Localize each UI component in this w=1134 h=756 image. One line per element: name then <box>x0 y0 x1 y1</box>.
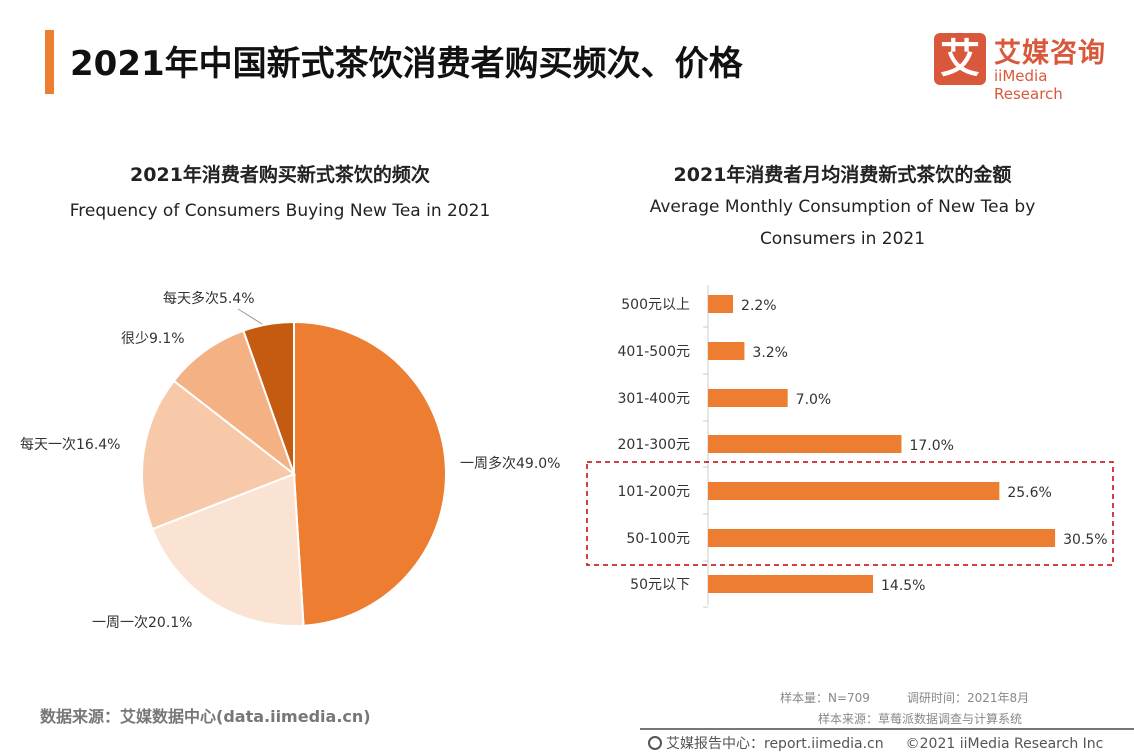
globe-icon <box>648 736 662 750</box>
data-source: 数据来源：艾媒数据中心(data.iimedia.cn) <box>40 707 371 726</box>
bar <box>708 435 902 453</box>
footer-bottom: 艾媒报告中心：report.iimedia.cn ©2021 iiMedia Re… <box>648 733 1103 753</box>
copyright: ©2021 iiMedia Research Inc <box>905 736 1104 752</box>
pie-label: 一周一次20.1% <box>92 615 192 631</box>
bar <box>708 575 874 593</box>
bar-value-label: 17.0% <box>909 438 953 454</box>
bar <box>708 529 1056 547</box>
pie-label: 每天一次16.4% <box>20 437 120 453</box>
pie-slice <box>293 320 447 627</box>
logo-cn: 艾媒咨询 <box>994 38 1106 69</box>
pie-slice <box>141 379 297 531</box>
bar-value-label: 7.0% <box>796 392 832 408</box>
pie-chart-titles: 2021年消费者购买新式茶饮的频次 Frequency of Consumers… <box>40 160 520 227</box>
bar-category-label: 401-500元 <box>618 344 691 360</box>
bar-value-label: 3.2% <box>752 345 788 361</box>
highlight-box <box>586 461 1114 566</box>
pie-subtitle: Frequency of Consumers Buying New Tea in… <box>69 201 491 221</box>
title-accent-bar <box>45 30 54 94</box>
bar-subtitle: Average Monthly Consumption of New Tea b… <box>649 197 1036 249</box>
logo-en: iiMedia Research <box>994 67 1063 103</box>
sample-source: 样本来源：草莓派数据调查与计算系统 <box>818 712 1023 726</box>
report-center-link[interactable]: 艾媒报告中心：report.iimedia.cn <box>666 736 884 752</box>
bar-title: 2021年消费者月均消费新式茶饮的金额 <box>673 164 1012 186</box>
pie-label: 每天多次5.4% <box>163 290 255 307</box>
bar-value-label: 25.6% <box>1007 485 1051 501</box>
pie-label: 很少9.1% <box>121 331 185 347</box>
pie-slice <box>242 320 295 475</box>
bar <box>708 389 788 407</box>
footer-divider <box>640 728 1134 730</box>
bar-category-label: 50-100元 <box>626 531 690 547</box>
page-title: 2021年中国新式茶饮消费者购买频次、价格 <box>70 44 743 84</box>
bar-category-label: 101-200元 <box>618 484 691 500</box>
pie-slice <box>151 472 305 627</box>
logo-mark: 艾 <box>934 33 986 85</box>
bar-chart-titles: 2021年消费者月均消费新式茶饮的金额 Average Monthly Cons… <box>620 160 1065 255</box>
pie-leader-line <box>237 308 263 325</box>
bar <box>708 482 1000 500</box>
sample-size: 样本量：N=709 <box>780 691 870 705</box>
pie-label: 一周多次49.0% <box>460 455 560 472</box>
bar-category-label: 301-400元 <box>618 391 691 407</box>
bar <box>708 295 734 313</box>
bar <box>708 342 745 360</box>
bar-category-label: 50元以下 <box>630 577 690 593</box>
bar-category-label: 201-300元 <box>618 437 691 453</box>
bar-value-label: 14.5% <box>881 578 925 594</box>
pie-slice <box>172 329 297 477</box>
bar-value-label: 2.2% <box>741 298 777 314</box>
bar-category-label: 500元以上 <box>621 297 690 313</box>
bar-value-label: 30.5% <box>1063 532 1107 548</box>
pie-title: 2021年消费者购买新式茶饮的频次 <box>130 164 430 186</box>
iimedia-logo: 艾 艾媒咨询 iiMedia Research <box>934 33 1110 103</box>
survey-time: 调研时间：2021年8月 <box>907 691 1030 705</box>
